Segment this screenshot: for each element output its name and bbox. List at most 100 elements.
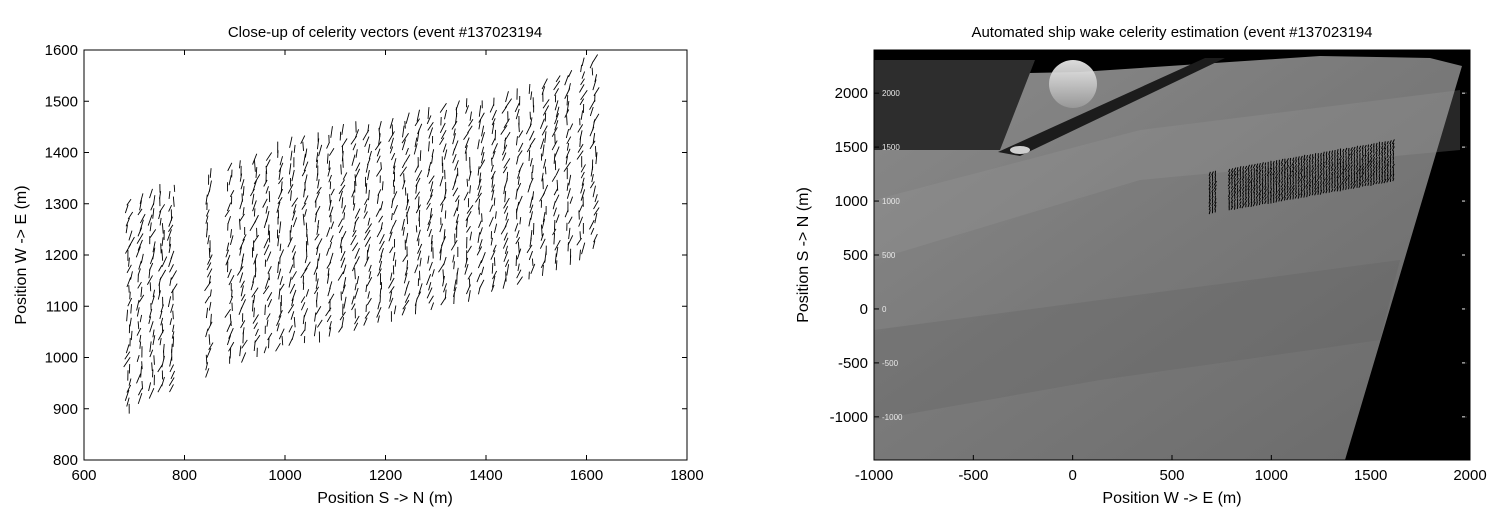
right-celerity-vector	[1252, 201, 1256, 207]
right-celerity-vector	[1350, 168, 1353, 172]
right-celerity-vector	[1230, 199, 1234, 203]
left-celerity-vector	[426, 287, 433, 299]
right-celerity-vector	[1350, 164, 1353, 169]
left-celerity-vector	[491, 189, 495, 201]
left-celerity-vector	[504, 131, 511, 142]
left-celerity-vector	[136, 299, 140, 311]
right-celerity-vector	[1278, 163, 1281, 168]
left-celerity-vector	[209, 168, 212, 178]
left-celerity-vector	[595, 152, 598, 165]
right-celerity-vector	[1347, 168, 1351, 173]
left-celerity-vector	[404, 293, 411, 303]
right-celerity-vector	[1364, 178, 1367, 184]
left-celerity-vector	[489, 204, 494, 213]
right-celerity-vector	[1314, 174, 1317, 179]
right-celerity-vector	[1264, 169, 1267, 173]
left-celerity-vector	[367, 291, 370, 299]
left-celerity-vector	[265, 152, 273, 161]
left-celerity-vector	[516, 201, 520, 213]
left-celerity-vector	[553, 207, 557, 217]
left-celerity-vector	[293, 144, 296, 153]
right-celerity-vector	[1211, 202, 1214, 207]
left-celerity-vector	[389, 246, 394, 254]
right-celerity-vector	[1272, 188, 1275, 193]
left-celerity-vector	[152, 247, 156, 260]
left-celerity-vector	[303, 161, 309, 172]
right-celerity-vector	[1345, 186, 1347, 190]
left-celerity-vector	[226, 202, 232, 212]
right-celerity-vector	[1309, 164, 1311, 169]
left-celerity-vector	[414, 264, 419, 274]
right-celerity-vector	[1391, 139, 1395, 145]
right-celerity-vector	[1339, 183, 1342, 188]
left-celerity-vector	[453, 140, 459, 151]
left-celerity-vector	[419, 150, 422, 161]
right-celerity-vector	[1244, 172, 1248, 177]
right-celerity-vector	[1325, 182, 1328, 187]
right-celerity-vector	[1361, 179, 1365, 184]
left-celerity-vector	[378, 260, 383, 271]
left-celerity-vector	[276, 315, 282, 327]
left-celerity-vector	[126, 264, 132, 274]
left-celerity-vector	[466, 178, 469, 187]
left-celerity-vector	[365, 284, 368, 293]
left-celerity-vector	[208, 334, 211, 345]
right-celerity-vector	[1389, 161, 1392, 165]
right-celerity-vector	[1258, 173, 1261, 178]
left-celerity-vector	[130, 330, 133, 341]
right-celerity-vector	[1378, 159, 1381, 164]
right-celerity-vector	[1261, 166, 1264, 170]
right-celerity-vector	[1311, 156, 1314, 162]
right-celerity-vector	[1275, 167, 1278, 171]
right-celerity-vector	[1238, 187, 1242, 192]
left-celerity-vector	[405, 154, 411, 162]
left-celerity-vector	[367, 124, 370, 133]
left-celerity-vector	[343, 277, 347, 289]
right-celerity-vector	[1228, 175, 1231, 180]
left-celerity-vector	[169, 364, 174, 373]
left-celerity-vector	[341, 138, 348, 148]
right-celerity-vector	[1272, 160, 1275, 165]
left-celerity-vector	[276, 323, 280, 332]
right-celerity-vector	[1306, 192, 1308, 198]
left-celerity-vector	[453, 279, 457, 292]
right-celerity-vector	[1344, 147, 1348, 153]
right-celerity-vector	[1239, 194, 1242, 198]
right-celerity-vector	[1350, 181, 1353, 186]
right-celerity-vector	[1230, 170, 1234, 176]
left-celerity-vector	[228, 175, 232, 186]
left-celerity-vector	[266, 251, 272, 262]
left-celerity-vector	[478, 172, 482, 183]
right-celerity-vector	[1247, 202, 1250, 208]
left-celerity-vector	[414, 191, 421, 200]
right-celerity-vector	[1350, 161, 1353, 165]
left-celerity-vector	[514, 102, 520, 113]
left-celerity-vector	[413, 143, 418, 155]
right-celerity-vector	[1386, 178, 1390, 183]
right-celerity-vector	[1358, 165, 1362, 171]
left-celerity-vector	[253, 253, 258, 265]
right-celerity-vector	[1339, 180, 1342, 184]
right-celerity-vector	[1322, 190, 1325, 194]
right-celerity-vector	[1356, 167, 1359, 171]
right-celerity-vector	[1306, 179, 1309, 183]
right-celerity-vector	[1234, 205, 1236, 210]
right-celerity-vector	[1275, 160, 1278, 165]
right-celerity-vector	[1214, 188, 1217, 193]
right-celerity-vector	[1264, 200, 1267, 204]
left-celerity-vector	[146, 275, 153, 285]
right-celerity-vector	[1367, 157, 1370, 163]
left-celerity-vector	[253, 322, 258, 330]
left-celerity-vector	[491, 184, 495, 193]
left-celerity-vector	[125, 217, 130, 227]
right-celerity-vector	[1245, 179, 1247, 184]
right-celerity-vector	[1247, 188, 1250, 194]
right-celerity-vector	[1306, 155, 1309, 159]
right-celerity-vector	[1378, 173, 1381, 178]
right-celerity-vector	[1361, 152, 1364, 156]
left-celerity-vector	[491, 118, 496, 126]
left-celerity-vector	[444, 210, 447, 219]
left-celerity-vector	[206, 262, 212, 271]
left-celerity-vector	[264, 304, 266, 316]
right-celerity-vector	[1322, 165, 1326, 170]
